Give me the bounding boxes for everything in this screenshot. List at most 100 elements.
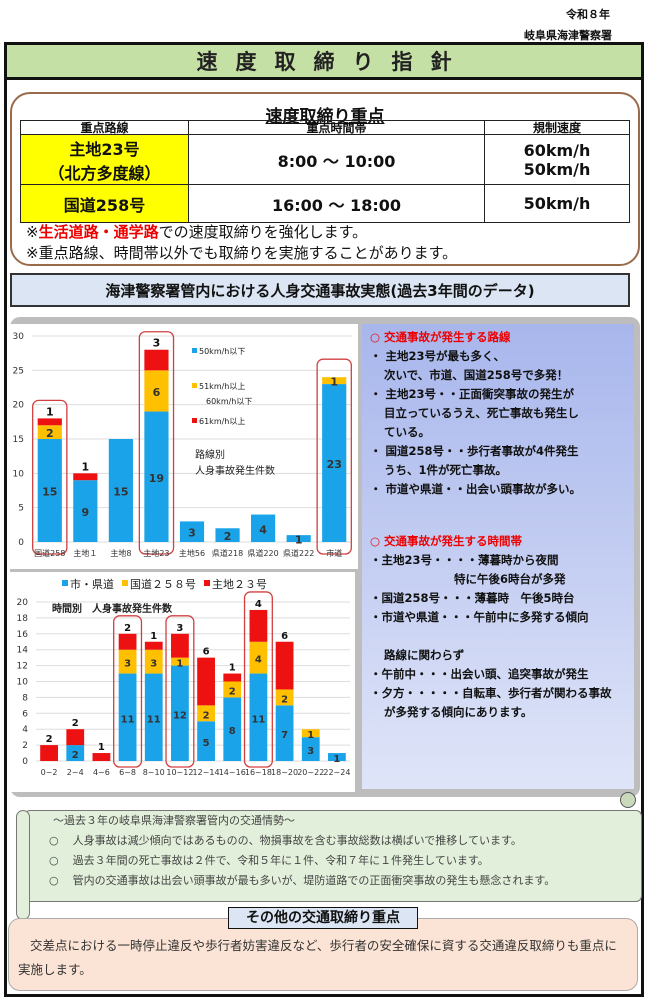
svg-text:市道: 市道 [326,548,342,558]
svg-text:人身事故発生件数: 人身事故発生件数 [195,464,275,477]
svg-text:4: 4 [255,599,262,610]
route-name: 国道258号 [20,184,189,223]
page-frame [4,42,644,997]
svg-text:11: 11 [251,714,265,725]
svg-text:県道222: 県道222 [283,548,314,558]
info-line: 目立っているうえ、死亡事故も発生し [384,406,579,420]
svg-text:2: 2 [224,530,232,543]
svg-text:20~22: 20~22 [297,768,324,777]
data-section-banner: 海津警察署管内における人身交通事故実態(過去3年間のデータ) [10,273,630,307]
svg-text:2: 2 [72,718,79,729]
note-text: での速度取締りを強化します。 [158,223,368,241]
info-line: 次いで、市道、国道258号で多発！ [384,368,569,382]
svg-text:51km/h以上: 51km/h以上 [199,382,245,391]
route-alias: （北方多度線） [48,163,161,183]
info-line: ・ 国道258号・・歩行者事故が4件発生 [370,444,579,458]
focus-table: 重点路線 重点時間帯 規制速度 主地23号 （北方多度線） 8:00 ～ 10:0… [20,120,630,223]
speed-limit: 50km/h [484,184,630,223]
note-mark: ※ [26,223,39,241]
svg-text:4: 4 [259,523,267,536]
info-line: 特に午後6時台が多発 [454,572,566,586]
svg-text:主地23: 主地23 [143,548,169,558]
svg-text:4~6: 4~6 [93,768,110,777]
page-title: 速度取締り指針 [196,50,470,74]
svg-text:14~16: 14~16 [219,768,246,777]
svg-text:路線別: 路線別 [195,448,225,461]
info-line: ・ 主地23号が最も多く、 [370,349,506,363]
svg-text:6~8: 6~8 [119,768,136,777]
svg-text:60km/h以下: 60km/h以下 [206,397,252,406]
svg-text:20: 20 [13,401,25,411]
svg-text:3: 3 [153,337,161,350]
svg-text:23: 23 [327,458,342,471]
other-focus-title: その他の交通取締り重点 [228,907,418,929]
svg-text:2: 2 [46,427,54,440]
svg-text:主地8: 主地8 [110,548,131,558]
svg-text:30: 30 [13,332,25,342]
table-row: 国道258号 16:00 ～ 18:00 50km/h [20,184,630,223]
svg-text:6: 6 [22,709,28,719]
svg-text:12: 12 [173,710,187,721]
svg-text:6: 6 [203,647,210,658]
traffic-situation-scroll: ～過去３年の岐阜県海津警察署管内の交通情勢～ 人身事故は減少傾向ではあるものの、… [24,810,642,902]
svg-text:1: 1 [98,742,105,753]
svg-text:8~10: 8~10 [143,768,165,777]
info-line: ・主地23号・・・・薄暮時から夜間 [370,553,559,567]
svg-text:1: 1 [333,754,340,765]
focus-notes: ※生活道路・通学路での速度取締りを強化します。 ※重点路線、時間帯以外でも取締り… [26,222,457,264]
info-line [370,627,612,646]
info-line: ・夕方・・・・・自転車、歩行者が関わる事故 [370,686,612,700]
time-range: 8:00 ～ 10:00 [188,134,485,185]
svg-text:2: 2 [229,686,236,697]
svg-text:10: 10 [13,469,25,479]
route-name: 主地23号 [69,139,140,159]
note-highlight: 生活道路・通学路 [38,223,159,241]
info-line: ・市道や県道・・・午前中に多発する傾向 [370,610,589,624]
svg-text:3: 3 [150,659,157,670]
svg-text:11: 11 [147,714,161,725]
speed-limit: 60km/h [523,140,591,160]
col-speed: 規制速度 [484,120,630,135]
svg-text:9: 9 [82,506,90,519]
situation-item: 過去３年間の死亡事故は２件で、令和５年に１件、令和７年に１件発生しています。 [25,851,641,871]
svg-text:19: 19 [149,472,164,485]
svg-text:2: 2 [72,750,79,761]
info-line: ・国道258号・・・薄暮時 午後5時台 [370,591,575,605]
svg-text:主地56: 主地56 [179,548,205,558]
time-chart: 0 2 4 6 8 10 12 14 16 18 20 2 0~2 2 2 2~4 1 4~6 11 3 2 6~8 11 3… [10,572,355,792]
svg-text:22~24: 22~24 [323,768,350,777]
scroll-roll-icon [16,810,30,920]
note-text: ※重点路線、時間帯以外でも取締りを実施することがあります。 [26,244,458,262]
svg-text:2~4: 2~4 [67,768,84,777]
speed-focus-section: 速度取締り重点 重点路線 重点時間帯 規制速度 主地23号 （北方多度線） 8:0… [10,92,640,266]
svg-text:2: 2 [281,694,288,705]
svg-text:国道２５８号: 国道２５８号 [130,577,196,591]
svg-text:2: 2 [22,741,28,751]
svg-text:2: 2 [46,734,53,745]
info-line: 路線に関わらず [384,648,465,662]
info-panel: ○ 交通事故が発生する路線 ・ 主地23号が最も多く、 次いで、市道、国道258号… [362,324,634,789]
svg-text:4: 4 [255,655,262,666]
svg-text:50km/h以下: 50km/h以下 [199,347,245,356]
svg-text:15: 15 [113,486,128,499]
svg-text:20: 20 [17,598,29,608]
svg-text:県道218: 県道218 [212,548,243,558]
svg-text:18~20: 18~20 [271,768,298,777]
svg-text:0~2: 0~2 [41,768,58,777]
table-row: 主地23号 （北方多度線） 8:00 ～ 10:00 60km/h 50km/h [20,134,630,185]
scroll-curl-icon [620,792,636,808]
svg-text:6: 6 [153,386,161,399]
svg-text:主地１: 主地１ [73,548,97,558]
svg-text:15: 15 [13,435,24,445]
info-line: ている。 [384,425,430,439]
speed-limit: 50km/h [523,159,591,179]
svg-text:8: 8 [229,726,236,737]
svg-text:16~18: 16~18 [245,768,272,777]
other-focus-text: 交差点における一時停止違反や歩行者妨害違反など、歩行者の安全確保に資する交通違反… [18,938,617,977]
route-chart: 0 5 10 15 20 25 30 15 2 1 国道258 9 1 主地１ 15 主地8 19 6 3 主地23 3… [10,324,358,569]
svg-text:25: 25 [13,366,24,376]
col-time: 重点時間帯 [188,120,485,135]
svg-text:7: 7 [281,730,288,741]
svg-text:11: 11 [121,714,135,725]
organization-label: 岐阜県海津警察署 [524,29,612,42]
